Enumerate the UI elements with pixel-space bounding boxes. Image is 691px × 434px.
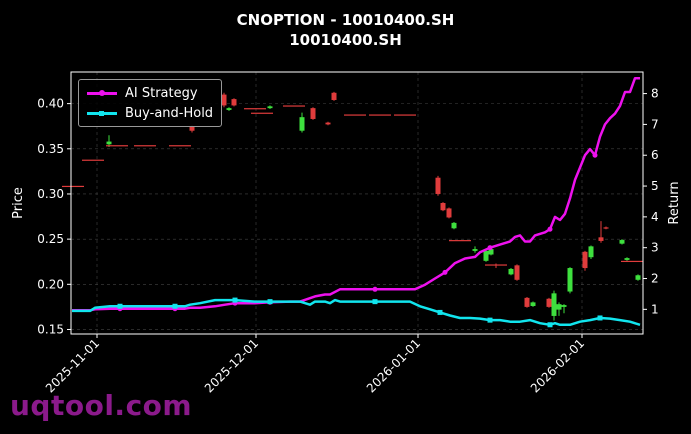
grid-lines (71, 72, 643, 334)
x-tick-label: 2025-12-01 (202, 336, 261, 395)
y-axis-label-price: Price (11, 187, 26, 219)
y-left-tick-label: 0.15 (37, 322, 64, 336)
chart-title-line1: CNOPTION - 10010400.SH (236, 11, 455, 29)
chart-title-line2: 10010400.SH (289, 31, 402, 49)
y-right-tick-label: 2 (651, 272, 659, 286)
y-right-tick-label: 3 (651, 241, 659, 255)
legend: AI Strategy Buy-and-Hold (78, 79, 222, 127)
y-axis-label-return: Return (667, 181, 682, 224)
buy-and-hold-line (72, 298, 641, 327)
x-tick-label: 2026-02-01 (528, 336, 587, 395)
watermark: uqtool.com (10, 389, 193, 422)
legend-label-buy-and-hold: Buy-and-Hold (125, 105, 214, 121)
y-left-tick-label: 0.40 (37, 97, 64, 111)
return-lines (72, 76, 641, 328)
y-left-tick-label: 0.35 (37, 142, 64, 156)
y-right-tick-label: 8 (651, 87, 659, 101)
x-tick-label: 2025-11-01 (43, 336, 102, 395)
y-right-tick-label: 6 (651, 148, 659, 162)
y-right-tick-label: 1 (651, 302, 659, 316)
y-left-tick-label: 0.30 (37, 187, 64, 201)
legend-label-ai-strategy: AI Strategy (125, 85, 198, 101)
legend-item-ai-strategy: AI Strategy (87, 84, 198, 102)
y-right-tick-label: 7 (651, 117, 659, 131)
ai-strategy-line (72, 76, 640, 312)
ai-strategy-swatch-icon (87, 89, 117, 96)
y-left-tick-label: 0.20 (37, 277, 64, 291)
axes: 2025-11-01 2025-12-01 2026-01-01 2026-02-01… (11, 87, 682, 396)
legend-item-buy-and-hold: Buy-and-Hold (87, 104, 213, 122)
buy-and-hold-swatch-icon (87, 110, 117, 116)
y-left-tick-label: 0.25 (37, 232, 64, 246)
candlesticks (62, 91, 643, 321)
x-tick-label: 2026-01-01 (364, 336, 423, 395)
y-right-tick-label: 5 (651, 179, 659, 193)
plot-frame (70, 71, 644, 335)
y-right-tick-label: 4 (651, 210, 659, 224)
